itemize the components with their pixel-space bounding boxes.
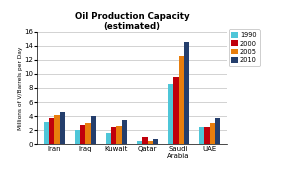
Bar xyxy=(204,127,210,144)
Bar xyxy=(49,118,55,144)
Bar xyxy=(60,112,65,144)
Bar xyxy=(168,84,173,144)
Y-axis label: Millions of V/Barrels per Day: Millions of V/Barrels per Day xyxy=(18,46,23,130)
Bar xyxy=(142,137,148,144)
Bar xyxy=(122,120,127,144)
Bar xyxy=(117,126,122,144)
Bar xyxy=(137,141,142,144)
Bar xyxy=(91,116,96,144)
Bar xyxy=(80,125,86,144)
Bar xyxy=(153,139,158,144)
Bar xyxy=(106,133,111,144)
Bar xyxy=(179,56,184,144)
Bar xyxy=(173,77,179,144)
Title: Oil Production Capacity
(estimated): Oil Production Capacity (estimated) xyxy=(75,11,189,31)
Bar xyxy=(210,123,215,144)
Legend: 1990, 2000, 2005, 2010: 1990, 2000, 2005, 2010 xyxy=(229,29,260,66)
Bar xyxy=(75,130,80,144)
Bar xyxy=(184,42,189,144)
Bar xyxy=(199,127,204,144)
Bar xyxy=(86,123,91,144)
Bar xyxy=(215,118,220,144)
Bar xyxy=(44,122,49,144)
Bar xyxy=(55,115,60,144)
Bar xyxy=(148,141,153,144)
Bar xyxy=(111,127,117,144)
